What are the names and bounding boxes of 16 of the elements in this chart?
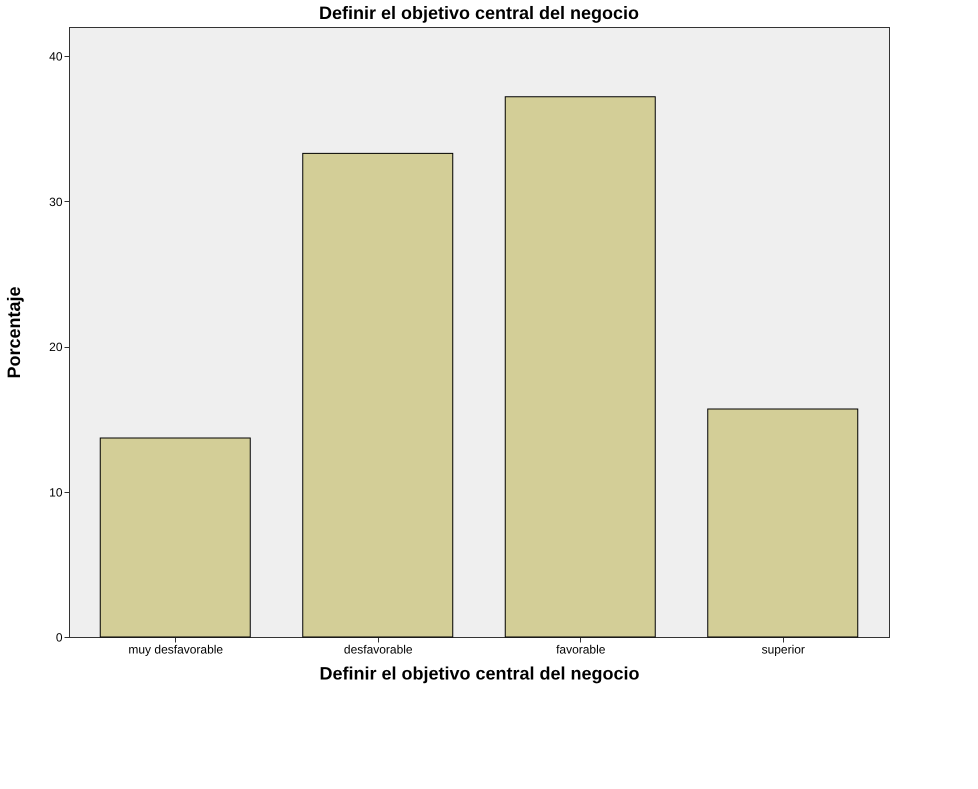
bar xyxy=(707,408,858,638)
x-tick-label: muy desfavorable xyxy=(128,642,224,656)
x-tick-label: favorable xyxy=(556,642,606,656)
x-tick-label: superior xyxy=(762,642,805,656)
y-tick-label: 30 xyxy=(49,194,63,209)
y-tick-label: 40 xyxy=(49,50,63,64)
y-tick-label: 0 xyxy=(56,630,63,644)
y-tick-label: 20 xyxy=(49,340,63,354)
chart-title: Definir el objetivo central del negocio xyxy=(318,3,640,23)
bar xyxy=(100,438,251,638)
bar xyxy=(302,152,454,638)
x-tick-label: desfavorable xyxy=(344,642,413,656)
y-axis-title: Porcentaje xyxy=(4,286,24,379)
x-axis-title: Definir el objetivo central del negocio xyxy=(319,664,640,684)
y-tick-label: 10 xyxy=(49,485,63,500)
bar xyxy=(504,96,656,638)
